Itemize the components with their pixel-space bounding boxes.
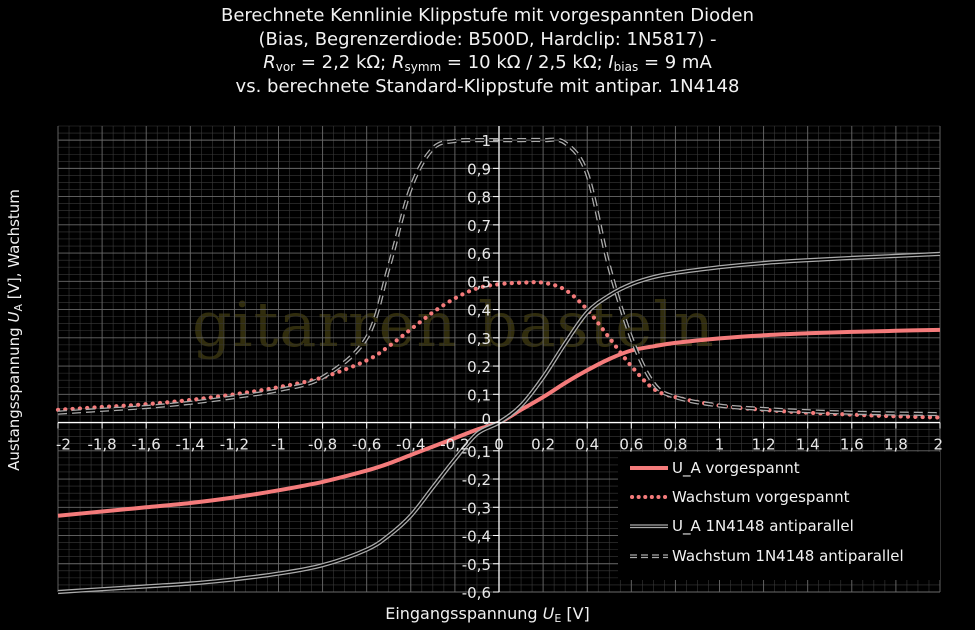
x-tick-label: -0,6 — [352, 436, 381, 454]
legend-item-wachstum-1n4148: Wachstum 1N4148 antiparallel — [618, 544, 940, 568]
x-tick-label: 1 — [715, 436, 725, 454]
y-tick-label: 0,8 — [467, 189, 491, 207]
x-tick-label: 1,4 — [796, 436, 820, 454]
x-tick-label: 0,8 — [663, 436, 687, 454]
y-tick-label: 0,4 — [467, 302, 491, 320]
y-tick-label: -0,6 — [462, 584, 491, 602]
legend-label: Wachstum 1N4148 antiparallel — [672, 547, 904, 565]
legend-item-ua-vorgespannt: U_A vorgespannt — [618, 456, 940, 480]
x-tick-label: 1,2 — [752, 436, 776, 454]
x-tick-label: -1,4 — [176, 436, 205, 454]
x-tick-label: -1,6 — [132, 436, 161, 454]
y-tick-label: 0,3 — [467, 330, 491, 348]
x-tick-label: 1,6 — [840, 436, 864, 454]
y-tick-label: -0,4 — [462, 528, 491, 546]
x-tick-label: 0,4 — [575, 436, 599, 454]
y-tick-label: 0,5 — [467, 273, 491, 291]
y-tick-label: 0,1 — [467, 386, 491, 404]
x-tick-label: -0,8 — [308, 436, 337, 454]
y-axis-label: Austangsspannung UA [V], Wachstum — [5, 189, 25, 471]
series-inner — [57, 138, 941, 415]
y-tick-label: 0,9 — [467, 160, 491, 178]
x-tick-label: -0,2 — [440, 436, 469, 454]
series-inner — [57, 253, 941, 593]
title-line-4: vs. berechnete Standard-Klippstufe mit a… — [235, 75, 740, 97]
title-line-1: Berechnete Kennlinie Klippstufe mit vorg… — [220, 5, 755, 26]
series-solid-gray — [57, 251, 941, 595]
legend-item-wachstum-vorgespannt: Wachstum vorgespannt — [618, 485, 940, 509]
x-tick-label: 0,2 — [531, 436, 555, 454]
y-tick-label: 0,7 — [467, 217, 491, 235]
chart-title: Berechnete Kennlinie Klippstufe mit vorg… — [0, 4, 975, 98]
series-dashed-gray — [57, 137, 941, 417]
x-tick-label: 2 — [933, 436, 943, 454]
title-line-2: (Bias, Begrenzerdiode: B500D, Hardclip: … — [258, 28, 717, 50]
y-tick-label: 0 — [481, 411, 491, 429]
y-tick-label: -0,3 — [462, 499, 491, 517]
y-tick-label: -0,1 — [462, 443, 491, 461]
x-tick-label: -1 — [271, 436, 286, 454]
legend-label: U_A vorgespannt — [672, 459, 800, 477]
x-tick-label: 1,8 — [884, 436, 908, 454]
x-tick-label: -1,8 — [87, 436, 116, 454]
series-dotted-pink — [55, 280, 943, 420]
x-tick-label: 0,6 — [619, 436, 643, 454]
x-axis-label: Eingangsspannung UE [V] — [385, 604, 590, 625]
legend-label: U_A 1N4148 antiparallel — [672, 517, 854, 535]
legend-item-ua-1n4148: U_A 1N4148 antiparallel — [618, 514, 940, 538]
x-tick-label: -2 — [56, 436, 71, 454]
title-line-3: Rvor = 2,2 kΩ; Rsymm = 10 kΩ / 2,5 kΩ; I… — [263, 52, 712, 74]
y-tick-label: -0,5 — [462, 556, 491, 574]
y-tick-label: 0,2 — [467, 358, 491, 376]
y-tick-label: 1 — [481, 132, 491, 150]
x-tick-label: -1,2 — [220, 436, 249, 454]
x-tick-label: 0 — [494, 436, 504, 454]
y-tick-label: 0,6 — [467, 245, 491, 263]
x-tick-label: -0,4 — [396, 436, 425, 454]
legend: U_A vorgespannt Wachstum vorgespannt U_A… — [618, 452, 940, 580]
legend-label: Wachstum vorgespannt — [672, 488, 850, 506]
y-tick-label: -0,2 — [462, 471, 491, 489]
